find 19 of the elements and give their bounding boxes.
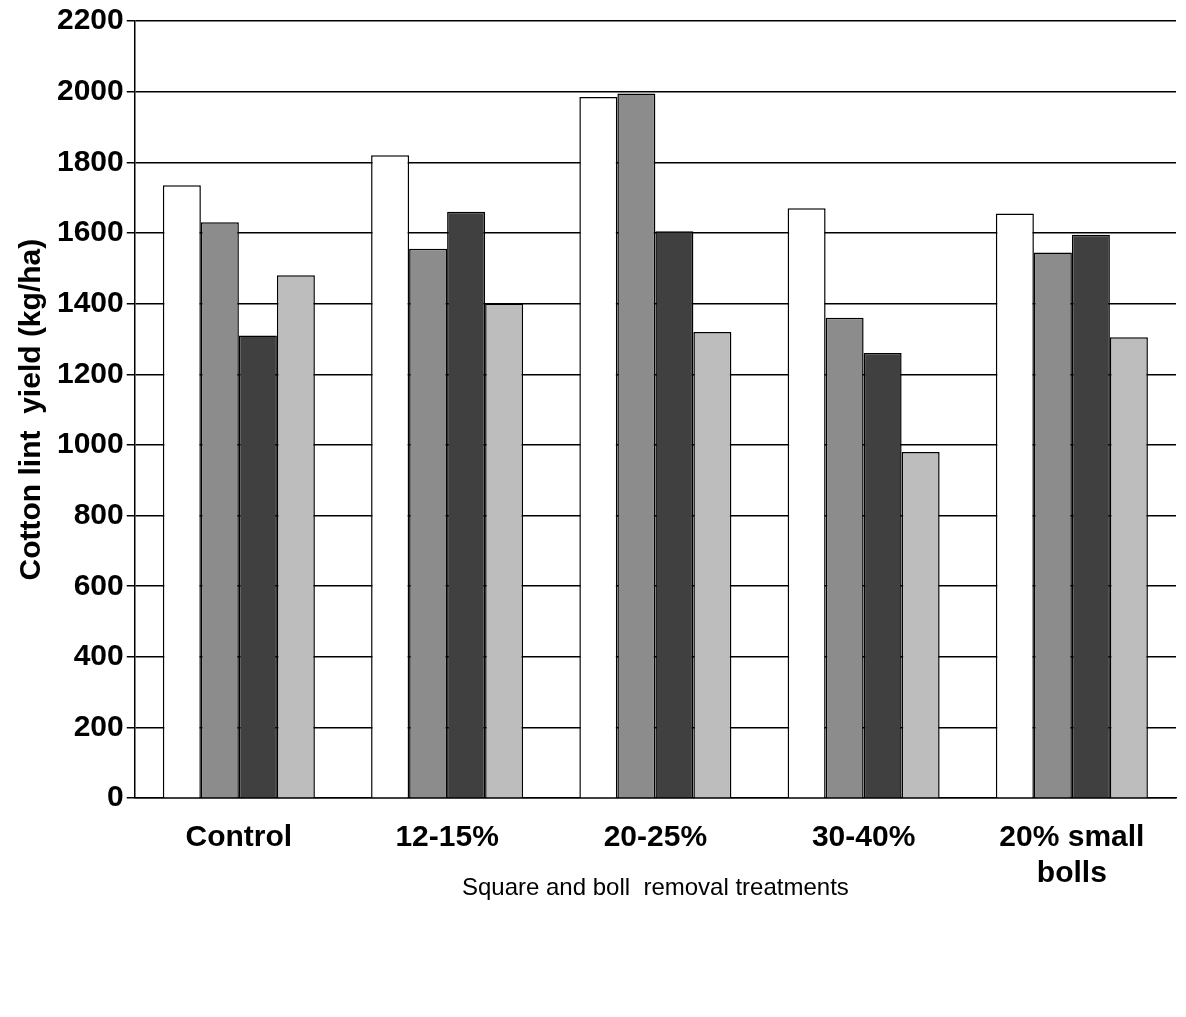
y-tick-label: 0 (107, 779, 124, 813)
y-tick-label: 800 (73, 496, 124, 530)
x-tick-label: 12-15% (395, 819, 499, 853)
y-tick-label: 1400 (56, 284, 124, 318)
y-tick-label: 2200 (56, 2, 124, 36)
x-tick-label: Control (185, 819, 293, 853)
y-tick-label: 400 (73, 638, 124, 672)
y-tick-label: 1200 (56, 355, 124, 389)
y-tick-label: 1000 (56, 426, 124, 460)
x-tick-label: 30-40% (811, 819, 916, 853)
y-tick-label: 600 (73, 567, 124, 601)
x-tick-label: 20% small bolls (999, 819, 1145, 889)
x-axis-title: Square and boll removal treatments (461, 873, 849, 901)
y-tick-label: 1600 (56, 214, 124, 248)
x-tick-label: 20-25% (603, 819, 708, 853)
y-tick-label: 1800 (56, 143, 124, 177)
y-tick-label: 2000 (56, 72, 124, 106)
y-axis-title: Cotton lint yield (kg/ha) (13, 238, 47, 581)
y-tick-label: 200 (73, 708, 124, 742)
